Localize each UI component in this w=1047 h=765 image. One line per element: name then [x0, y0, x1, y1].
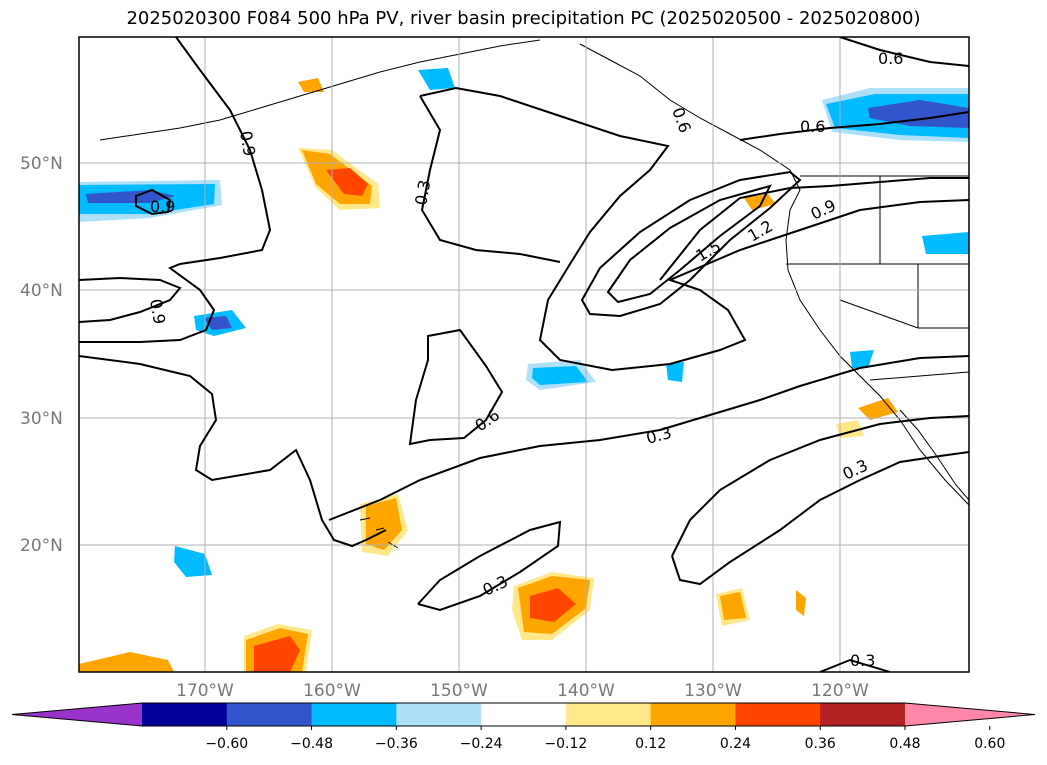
neg-anomaly-west-deep: [86, 190, 175, 203]
alaska-coast: [99, 39, 541, 141]
neg-anomaly-small: [666, 362, 684, 382]
colorbar-extend-low: [12, 703, 142, 726]
colorbar-tick-label: 0.12: [635, 736, 666, 752]
contour-label: 0.6: [668, 105, 695, 135]
lon-label-140w: 140°W: [557, 681, 615, 701]
pos-anomaly-s2-core: [720, 592, 746, 620]
lon-label-160w: 160°W: [303, 681, 361, 701]
pos-anomaly-s1-deep: [530, 588, 576, 622]
lon-label-170w: 170°W: [176, 681, 234, 701]
lon-label-130w: 130°W: [684, 681, 742, 701]
colorbar-tick-label: −0.24: [460, 736, 503, 752]
contour-label: 0.9: [150, 197, 175, 216]
colorbar-segment: [735, 703, 821, 726]
pv-contours: [79, 37, 969, 672]
neg-anomaly-coast: [850, 350, 874, 368]
border-states-3: [839, 299, 969, 329]
lat-label-40n: 40°N: [20, 281, 63, 301]
pv-contour-0.9-w: [135, 188, 172, 216]
neg-anomaly-ne-deep: [868, 100, 969, 128]
colorbar-tick-label: 0.36: [805, 736, 836, 752]
map-title: 2025020300 F084 500 hPa PV, river basin …: [126, 8, 921, 29]
pv-contour-0.3-se: [671, 415, 969, 586]
contour-label: 0.3: [840, 456, 871, 484]
colorbar-tick-label: −0.12: [544, 736, 587, 752]
lat-label-20n: 20°N: [20, 536, 63, 556]
us-west-coast: [785, 209, 969, 506]
contour-label: 0.6: [471, 405, 503, 435]
colorbar-segment: [226, 703, 313, 726]
pos-anomaly-pnw: [744, 194, 776, 210]
gridlines: [79, 37, 969, 672]
colorbar-tick-label: −0.60: [205, 736, 248, 752]
contour-label: 0.3: [850, 651, 875, 670]
colorbar: −0.60 −0.48 −0.36 −0.24 −0.12 0.12 0.24 0.36 0.4…: [11, 702, 1036, 752]
colorbar-tick-label: 0.60: [974, 736, 1005, 752]
contour-label: 0.3: [411, 178, 434, 206]
map-frame: [78, 36, 970, 673]
contour-label: 0.3: [644, 423, 674, 448]
lat-axis: 50°N 40°N 30°N 20°N: [20, 154, 63, 556]
pos-anomaly-sw2: [79, 652, 174, 672]
pv-contour-0.3-bottom: [819, 658, 891, 672]
colorbar-tick-label: −0.36: [375, 736, 418, 752]
contour-label: 0.6: [878, 49, 903, 68]
precip-shading: [79, 68, 969, 672]
contour-label: 0.6: [800, 117, 825, 136]
pv-contour-0.3-main: [419, 86, 969, 372]
contour-label: 0.3: [480, 572, 511, 600]
colorbar-segment: [311, 703, 397, 726]
lat-label-30n: 30°N: [20, 409, 63, 429]
neg-anomaly-s: [174, 546, 212, 577]
pv-contour-0.9: [659, 177, 969, 281]
pv-contour-0.6-pnw: [739, 111, 969, 141]
pos-anomaly-gulf-deep: [326, 168, 368, 196]
contour-label: 0.9: [236, 129, 259, 157]
colorbar-segment: [650, 703, 736, 726]
pos-anomaly-hawaii-core: [366, 498, 402, 550]
pos-anomaly-baja2: [858, 398, 898, 420]
pv-contour-0.3-loop: [417, 520, 562, 612]
colorbar-segment: [565, 703, 652, 726]
contour-labels: 0.6 0.6 0.9 0.3 0.9 0.9 0.6 0.3 0.3 1.5 …: [146, 49, 903, 670]
border-mexico: [869, 371, 969, 381]
contour-label: 0.9: [146, 297, 169, 325]
lat-label-50n: 50°N: [20, 154, 63, 174]
lon-label-150w: 150°W: [430, 681, 488, 701]
colorbar-tick-label: 0.24: [720, 736, 751, 752]
colorbar-tick-label: −0.48: [290, 736, 333, 752]
neg-anomaly-east: [922, 232, 969, 254]
colorbar-segment: [396, 703, 482, 726]
neg-anomaly-c-core: [532, 366, 588, 385]
pv-contour-1.5: [606, 184, 772, 304]
colorbar-extend-high: [905, 703, 1035, 726]
pos-anomaly-sw-deep: [254, 636, 300, 672]
bc-coast: [579, 43, 801, 211]
pv-contour-0.6-ne: [839, 37, 969, 67]
lon-axis: 170°W 160°W 150°W 140°W 130°W 120°W: [176, 681, 869, 701]
pv-contour-0.6-loop: [408, 328, 504, 446]
contour-label: 1.5: [693, 236, 725, 265]
colorbar-tick-label: 0.48: [889, 736, 920, 752]
pv-contour-0.6-w: [79, 276, 182, 323]
pv-contour-0.3-south: [328, 355, 969, 521]
baja-coast: [899, 409, 969, 501]
contour-label: 1.2: [745, 216, 777, 245]
colorbar-segment: [142, 703, 228, 726]
neg-anomaly-n: [418, 68, 455, 90]
colorbar-segment: [820, 703, 906, 726]
pos-anomaly-ak: [298, 78, 324, 92]
coastlines: [99, 39, 969, 549]
pos-anomaly-s3: [796, 590, 806, 616]
pv-contour-0.6-n: [79, 37, 272, 343]
pv-contour-0.6-mid: [79, 355, 387, 548]
lon-label-120w: 120°W: [811, 681, 869, 701]
pv-contour-1.2: [580, 170, 802, 318]
colorbar-segment: [481, 703, 567, 726]
colorbar-outline: [11, 702, 1036, 727]
